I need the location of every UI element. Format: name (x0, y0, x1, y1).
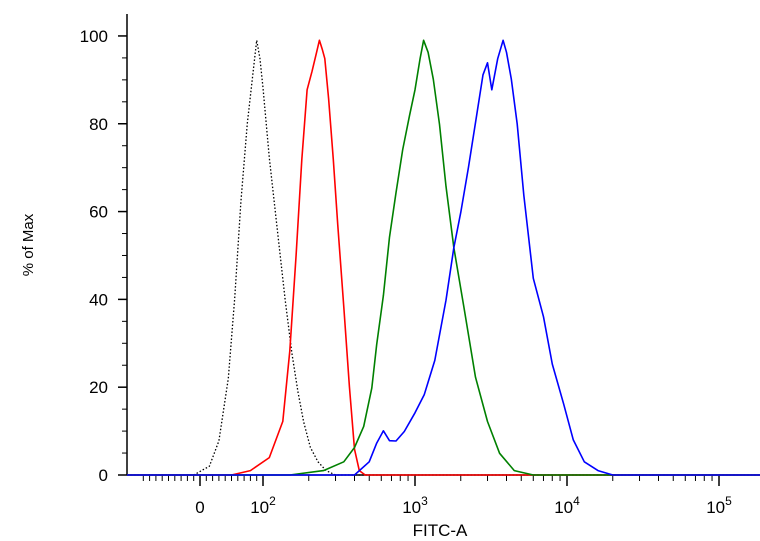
x-tick-base: 10 (706, 498, 725, 517)
x-tick-base: 0 (195, 498, 204, 517)
y-tick-label: 20 (89, 378, 108, 397)
x-tick-exponent: 2 (269, 494, 276, 508)
y-tick-label: 100 (80, 27, 108, 46)
x-tick-label: 102 (250, 494, 276, 517)
x-axis-title: FITC-A (413, 521, 468, 540)
y-tick-label: 0 (99, 466, 108, 485)
x-tick-label: 103 (402, 494, 428, 517)
x-axis-ticks: 0 102 103 104 105 (142, 475, 732, 517)
x-tick-base: 10 (250, 498, 269, 517)
x-tick-exponent: 3 (421, 494, 428, 508)
y-tick-label: 60 (89, 203, 108, 222)
x-tick-label: 0 (195, 498, 204, 517)
plot-frame (126, 14, 760, 476)
series-line-2 (127, 39, 760, 476)
x-tick-exponent: 4 (573, 494, 580, 508)
x-tick-base: 10 (554, 498, 573, 517)
series-line-1 (127, 39, 760, 476)
y-axis-ticks: 0 20 40 60 80 100 (80, 27, 127, 485)
y-axis-title: % of Max (20, 213, 37, 276)
series-line-4 (127, 39, 760, 476)
x-tick-label: 104 (554, 494, 580, 517)
series-line-3 (127, 39, 760, 476)
y-tick-label: 80 (89, 115, 108, 134)
x-tick-exponent: 5 (725, 494, 732, 508)
y-tick-label: 40 (89, 290, 108, 309)
series-group (127, 39, 760, 476)
x-tick-base: 10 (402, 498, 421, 517)
x-tick-label: 105 (706, 494, 732, 517)
